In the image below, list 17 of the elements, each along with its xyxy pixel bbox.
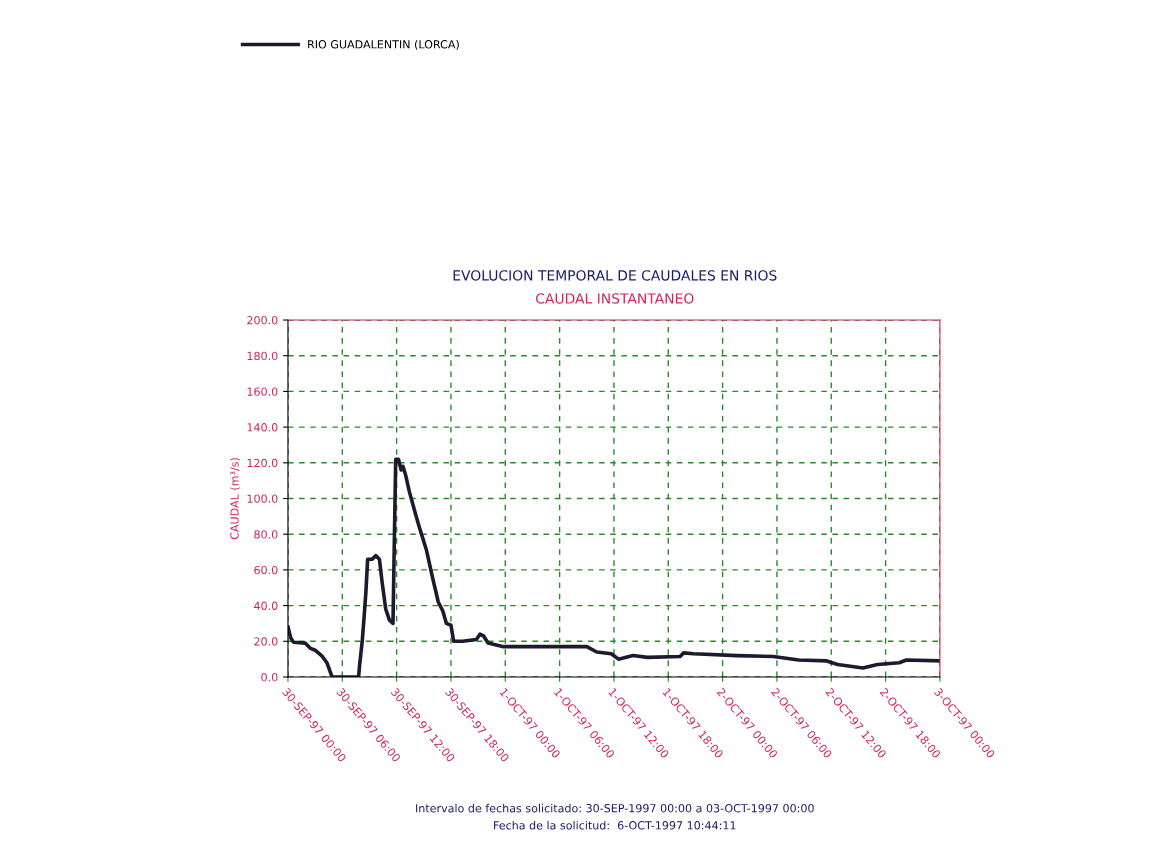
y-tick-label: 200.0 <box>247 316 278 325</box>
y-tick-label: 100.0 <box>247 494 278 503</box>
text: RIO GUADALENTIN (LORCA) <box>308 39 459 50</box>
y-tick-label: 60.0 <box>254 565 278 575</box>
y-tick-label: 120.0 <box>247 458 278 468</box>
text: Intervalo de fechas solicitado: 30-SEP-1997 00:00 a 03-OCT-1997 00:00 <box>416 803 814 813</box>
chart-subtitle: CAUDAL INSTANTANEO <box>536 293 694 304</box>
y-tick-label: 180.0 <box>247 351 278 361</box>
y-tick-label: 160.0 <box>247 387 278 396</box>
y-tick-label: 20.0 <box>254 637 278 646</box>
y-tick-label: 0.0 <box>261 672 278 682</box>
y-tick-label: 140.0 <box>247 423 278 432</box>
chart-title: EVOLUCION TEMPORAL DE CAUDALES EN RIOS <box>453 270 777 281</box>
y-axis-title: CAUDAL (m³/s) <box>230 458 241 540</box>
text: Fecha de la solicitud: 6-OCT-1997 10:44:11 <box>494 820 736 830</box>
y-tick-label: 40.0 <box>254 601 278 610</box>
y-tick-label: 80.0 <box>254 530 278 539</box>
